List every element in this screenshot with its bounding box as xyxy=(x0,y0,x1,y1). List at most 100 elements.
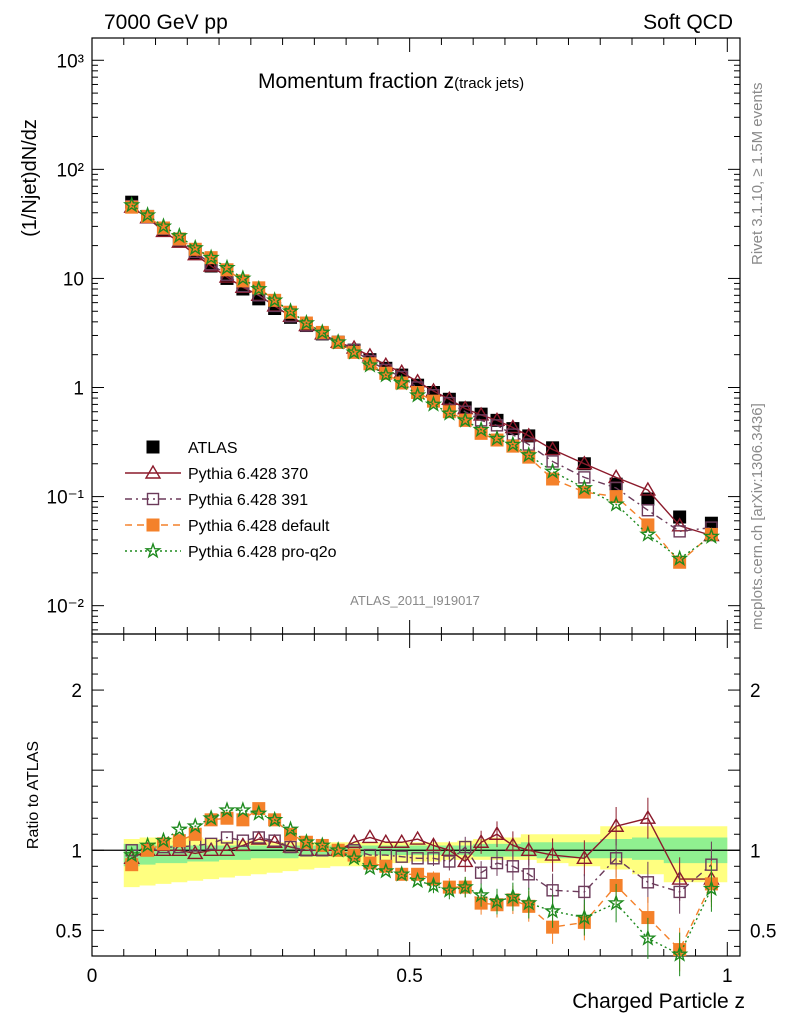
ratio-point xyxy=(670,945,689,962)
ratio-point xyxy=(250,804,268,821)
y-tick-label: 10⁻² xyxy=(47,597,85,618)
ratio-point xyxy=(252,831,265,844)
legend-label: ATLAS xyxy=(188,440,238,457)
ratio-point xyxy=(234,837,252,852)
ratio-point xyxy=(609,852,623,865)
data-point xyxy=(504,435,522,452)
data-point xyxy=(170,226,189,244)
data-point xyxy=(408,386,427,403)
ratio-point xyxy=(490,856,504,870)
data-point xyxy=(138,206,157,223)
ratio-point xyxy=(393,865,411,882)
legend-entry: Pythia 6.428 pro-q2o xyxy=(125,541,337,561)
ratio-point xyxy=(187,845,204,860)
ratio-point xyxy=(171,841,188,856)
ratio-y-tick-label: 1 xyxy=(71,841,82,862)
outer-uncertainty-band xyxy=(123,826,728,888)
ratio-point xyxy=(204,837,218,851)
series-line-main xyxy=(131,206,712,537)
ratio-panel-frame xyxy=(91,633,741,957)
ratio-point xyxy=(284,840,297,854)
series-pythia-6-428-pro-q2o xyxy=(123,195,721,977)
ratio-y-axis-label: Ratio to ATLAS xyxy=(25,741,42,849)
legend-marker xyxy=(146,518,160,532)
ratio-point xyxy=(218,801,236,818)
ratio-point xyxy=(506,860,520,873)
data-point xyxy=(329,333,347,350)
legend-label: Pythia 6.428 pro-q2o xyxy=(188,544,337,561)
ratio-point xyxy=(393,833,410,848)
data-point xyxy=(202,257,220,272)
series-line-ratio xyxy=(131,809,713,956)
ratio-point xyxy=(427,852,440,865)
legend: ATLAS Pythia 6.428 370 Pythia 6.428 391 Pyt… xyxy=(125,440,337,561)
chart-title-sub: (track jets) xyxy=(454,75,524,92)
ratio-point xyxy=(345,833,363,848)
chart-title: Momentum fraction z(track jets) xyxy=(258,70,524,93)
ratio-point xyxy=(329,841,347,858)
ratio-point xyxy=(313,836,331,853)
ratio-point xyxy=(138,836,157,853)
ratio-point xyxy=(702,879,721,897)
data-point xyxy=(673,510,687,524)
ratio-point xyxy=(520,841,537,856)
data-point xyxy=(440,404,459,421)
data-point xyxy=(313,323,331,340)
ratio-point xyxy=(377,833,395,848)
mcplots-label: mcplots.cern.ch [arXiv:1306.3436] xyxy=(749,403,766,630)
ratio-point xyxy=(236,834,250,847)
data-point xyxy=(456,411,474,428)
y-tick-label: 10³ xyxy=(57,51,84,72)
data-point xyxy=(424,395,443,412)
y-tick-label: 10⁻¹ xyxy=(47,488,85,509)
ratio-point xyxy=(443,855,456,868)
data-point xyxy=(377,365,395,383)
ratio-point xyxy=(641,876,655,889)
ratio-point xyxy=(474,866,488,879)
ratio-point xyxy=(268,834,281,847)
ratio-point xyxy=(424,876,443,893)
ratio-point xyxy=(578,885,591,899)
data-point xyxy=(265,291,284,308)
series-line-main xyxy=(131,204,712,560)
ratio-point xyxy=(522,868,535,881)
x-tick-label: 0 xyxy=(87,966,98,987)
process-label: Soft QCD xyxy=(643,11,733,34)
legend-entry: Pythia 6.428 391 xyxy=(125,492,308,509)
y-tick-label: 1 xyxy=(73,379,84,400)
ratio-point xyxy=(361,858,379,876)
data-point xyxy=(639,525,657,542)
ratio-point xyxy=(459,840,472,854)
data-point xyxy=(673,525,686,538)
data-point xyxy=(393,373,411,391)
legend-marker xyxy=(146,492,160,506)
data-point xyxy=(281,302,300,319)
data-point xyxy=(520,445,538,463)
legend-label: Pythia 6.428 370 xyxy=(188,466,308,483)
data-point xyxy=(575,478,594,496)
data-point xyxy=(202,248,220,266)
ratio-point xyxy=(504,837,522,852)
ratio-point xyxy=(125,844,138,857)
legend-marker xyxy=(146,440,160,454)
ratio-point xyxy=(281,820,300,837)
ratio-y-tick-label-right: 1 xyxy=(750,841,761,862)
energy-label: 7000 GeV pp xyxy=(104,11,228,34)
data-point xyxy=(520,427,537,442)
series-line-main xyxy=(131,205,712,533)
data-point xyxy=(702,527,721,544)
ratio-point xyxy=(345,849,363,866)
data-point xyxy=(297,313,316,331)
ratio-point xyxy=(520,894,538,911)
data-point xyxy=(361,356,379,373)
ratio-point xyxy=(639,929,657,946)
data-point xyxy=(641,518,655,532)
ratio-point xyxy=(544,846,561,861)
data-point xyxy=(474,414,488,427)
data-point xyxy=(488,429,506,447)
data-point xyxy=(671,517,688,532)
y-tick-label: 10² xyxy=(57,160,84,181)
data-point xyxy=(504,419,522,434)
data-point xyxy=(123,195,141,213)
